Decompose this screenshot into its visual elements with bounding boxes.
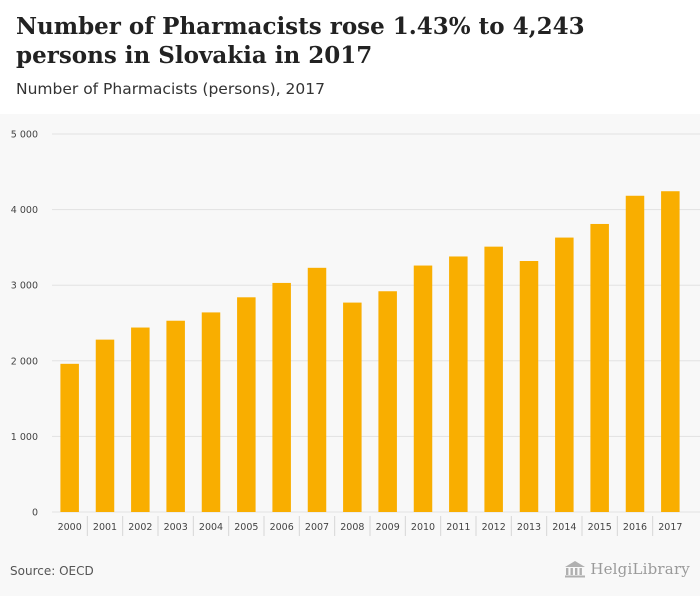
bar (201, 312, 221, 512)
x-tick-label: 2010 (411, 522, 435, 533)
y-tick-label: 3 000 (11, 281, 38, 292)
bar (60, 363, 79, 512)
bar (625, 195, 645, 512)
x-tick-label: 2016 (623, 522, 647, 533)
helgilibrary-logo[interactable]: HelgiLibrary (564, 560, 690, 578)
bar (378, 291, 397, 512)
x-tick-label: 2005 (234, 522, 258, 533)
chart-subtitle: Number of Pharmacists (persons), 2017 (16, 80, 326, 98)
x-tick-label: 2013 (517, 522, 541, 533)
bar (272, 282, 291, 512)
bar (519, 261, 539, 512)
library-building-icon (565, 561, 586, 578)
bar (95, 339, 115, 512)
bar (237, 297, 256, 512)
bar (413, 265, 433, 512)
x-tick-label: 2002 (128, 522, 152, 533)
x-tick-label: 2011 (446, 522, 470, 533)
bar (590, 223, 609, 513)
x-tick-label: 2009 (376, 522, 400, 533)
chart-header: Number of Pharmacists rose 1.43% to 4,24… (0, 0, 700, 114)
y-tick-label: 1 000 (11, 432, 38, 443)
bar (661, 191, 680, 513)
logo-text: HelgiLibrary (590, 560, 690, 578)
x-tick-label: 2015 (588, 522, 612, 533)
x-tick-label: 2000 (58, 522, 82, 533)
x-tick-label: 2017 (658, 522, 682, 533)
bar (131, 327, 150, 512)
x-tick-label: 2001 (93, 522, 117, 533)
x-tick-label: 2012 (482, 522, 506, 533)
x-tick-label: 2006 (270, 522, 294, 533)
y-tick-label: 4 000 (11, 205, 38, 216)
y-tick-label: 0 (32, 508, 38, 519)
y-tick-label: 5 000 (11, 130, 38, 141)
bar (343, 302, 362, 512)
y-tick-label: 2 000 (11, 356, 38, 367)
bar (449, 256, 468, 512)
x-tick-label: 2004 (199, 522, 223, 533)
bar (484, 246, 503, 513)
bar (307, 267, 327, 512)
x-tick-label: 2014 (552, 522, 576, 533)
x-tick-label: 2008 (340, 522, 364, 533)
bar-chart: 0 1 000 2 000 3 000 4 000 5 000 2000 2001 2002 20… (11, 130, 700, 536)
source-note: Source: OECD (10, 564, 94, 578)
chart-title: Number of Pharmacists rose 1.43% to 4,24… (16, 13, 585, 69)
bar (166, 320, 185, 512)
x-tick-label: 2007 (305, 522, 329, 533)
bar (555, 237, 574, 512)
chart-footer: Source: OECD HelgiLibrary (0, 550, 700, 596)
x-tick-label: 2003 (164, 522, 188, 533)
